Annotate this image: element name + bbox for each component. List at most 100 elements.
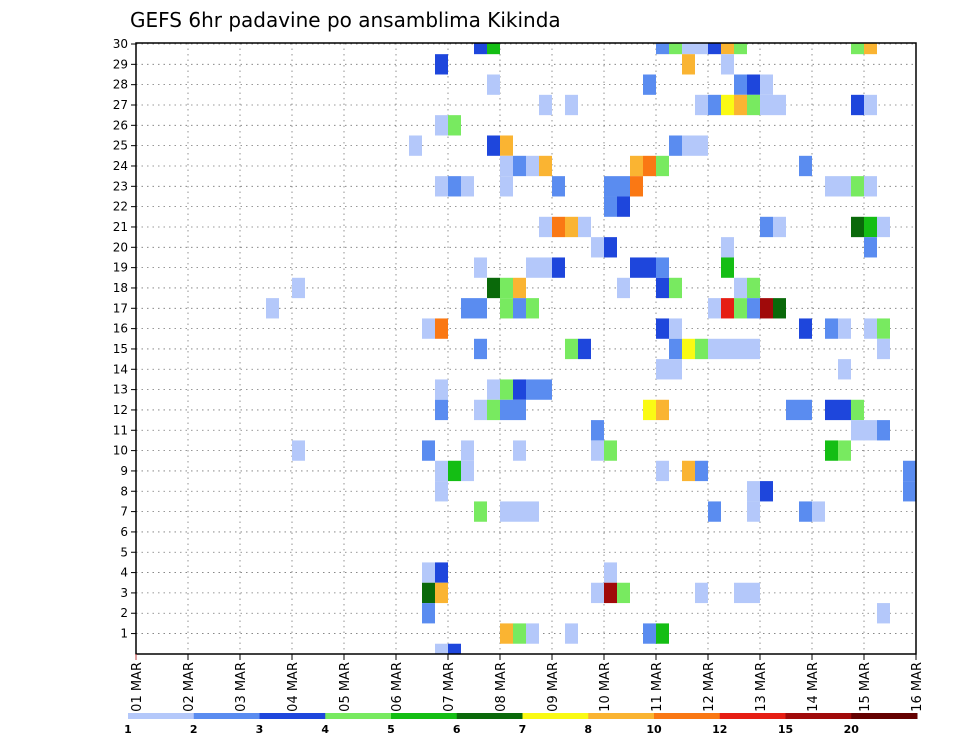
data-cell: [669, 318, 682, 339]
data-cell: [565, 216, 578, 238]
data-cell: [266, 298, 279, 319]
data-cell: [539, 379, 552, 400]
x-tick-label: 15 MAR: [858, 662, 873, 712]
data-cell: [799, 399, 812, 421]
data-cell: [669, 277, 682, 299]
data-cell: [422, 582, 435, 604]
data-cell: [500, 155, 513, 177]
data-cell: [851, 94, 864, 116]
data-cell: [604, 196, 617, 217]
data-cell: [578, 216, 591, 238]
data-cell: [864, 94, 877, 116]
data-cell: [630, 257, 643, 278]
data-cell: [461, 440, 474, 461]
y-tick-label: 20: [113, 240, 128, 254]
data-cell: [552, 176, 565, 197]
x-tick-label: 08 MAR: [494, 662, 509, 712]
data-cell: [838, 318, 851, 339]
data-cell: [474, 501, 487, 522]
data-cell: [760, 94, 773, 116]
data-cell: [526, 379, 539, 400]
data-cell: [799, 318, 812, 339]
x-tick-label: 03 MAR: [234, 662, 249, 712]
data-cell: [721, 43, 734, 55]
legend-label: 6: [453, 723, 461, 736]
y-tick-label: 17: [113, 301, 128, 315]
data-cell: [864, 43, 877, 55]
y-tick-label: 16: [113, 322, 128, 336]
y-tick-label: 19: [113, 261, 128, 275]
data-cell: [435, 481, 448, 502]
data-cell: [435, 562, 448, 583]
legend-label: 20: [844, 723, 860, 736]
data-cell: [682, 460, 695, 482]
data-cell: [435, 399, 448, 421]
data-cell: [617, 277, 630, 299]
data-cell: [526, 155, 539, 177]
legend-label: 15: [778, 723, 793, 736]
data-cell: [747, 338, 760, 360]
data-cell: [734, 94, 747, 116]
y-tick-label: 21: [113, 220, 128, 234]
data-cell: [513, 298, 526, 319]
data-cell: [825, 318, 838, 339]
data-cell: [422, 603, 435, 624]
legend-swatch: [259, 713, 326, 719]
color-legend: 1 2 3 4 5 6 7 8 10 12 15 20: [124, 713, 918, 736]
legend-swatch: [128, 713, 195, 719]
data-cell: [747, 277, 760, 299]
data-cell: [630, 176, 643, 197]
x-tick-label: 16 MAR: [910, 662, 925, 712]
data-cell: [695, 43, 708, 55]
data-cell: [461, 176, 474, 197]
legend-label: 8: [584, 723, 592, 736]
data-cell: [656, 318, 669, 339]
data-cell: [721, 338, 734, 360]
legend-swatch: [851, 713, 918, 719]
y-tick-label: 3: [120, 586, 128, 600]
data-cell: [669, 43, 682, 55]
data-cell: [617, 582, 630, 604]
data-cell: [474, 298, 487, 319]
data-cell: [500, 277, 513, 299]
data-cell: [734, 582, 747, 604]
y-tick-label: 1: [120, 627, 128, 641]
data-cell: [838, 176, 851, 197]
x-tick-label: 10 MAR: [598, 662, 613, 712]
data-cell: [877, 338, 890, 360]
legend-label: 7: [519, 723, 527, 736]
data-cell: [747, 481, 760, 502]
legend-swatch: [719, 713, 786, 719]
data-cell: [851, 420, 864, 441]
y-tick-label: 24: [113, 159, 128, 173]
legend-label: 5: [387, 723, 395, 736]
data-cell: [812, 501, 825, 522]
x-tick-label: 06 MAR: [390, 662, 405, 712]
data-cell: [435, 582, 448, 604]
y-tick-label: 4: [120, 566, 128, 580]
data-cell: [474, 257, 487, 278]
data-cell: [656, 623, 669, 644]
data-cell: [656, 277, 669, 299]
data-cell: [864, 420, 877, 441]
data-cell: [773, 298, 786, 319]
x-tick-label: 09 MAR: [546, 662, 561, 712]
data-cell: [838, 440, 851, 461]
data-cell: [604, 237, 617, 258]
data-cell: [669, 359, 682, 380]
data-cell: [838, 399, 851, 421]
data-cell: [760, 298, 773, 319]
data-cell: [721, 94, 734, 116]
data-cell: [591, 237, 604, 258]
data-cells: [266, 43, 916, 654]
data-cell: [799, 155, 812, 177]
data-cell: [539, 94, 552, 116]
data-cell: [500, 399, 513, 421]
data-cell: [422, 318, 435, 339]
data-cell: [435, 460, 448, 482]
data-cell: [474, 43, 487, 55]
data-cell: [500, 623, 513, 644]
data-cell: [487, 74, 500, 95]
data-cell: [903, 481, 916, 502]
data-cell: [526, 257, 539, 278]
